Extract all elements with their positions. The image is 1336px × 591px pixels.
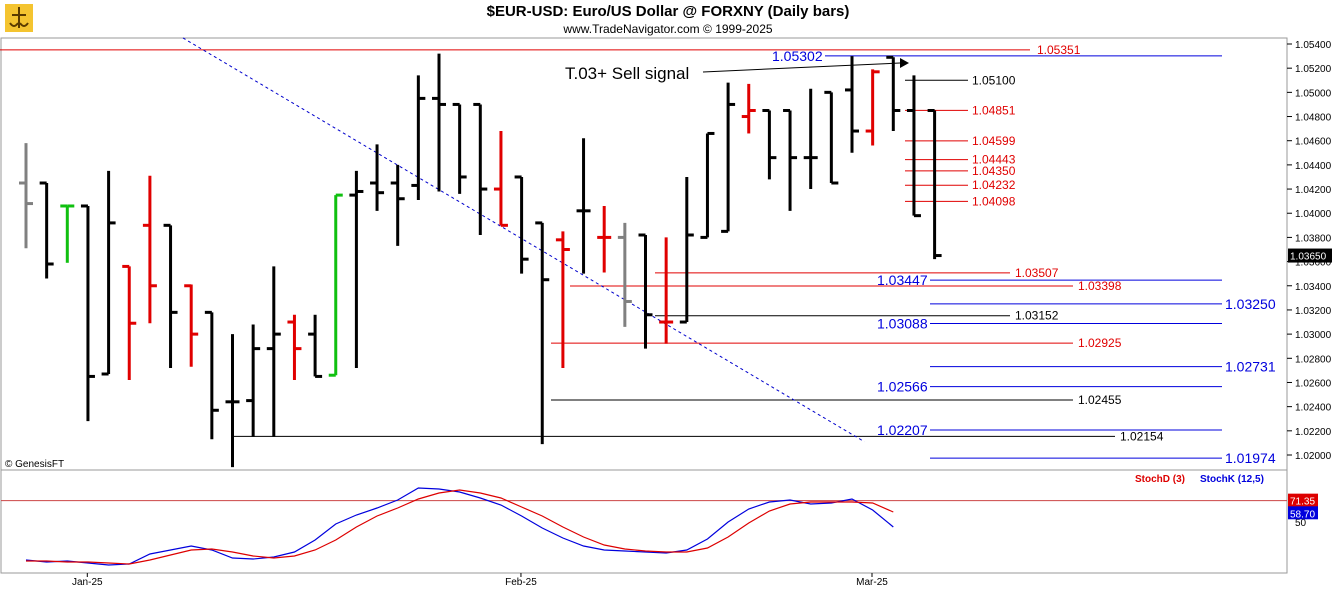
x-tick-label: Jan-25 [72,577,103,588]
stoch-panel-border [0,469,1288,574]
x-tick-label: Feb-25 [505,577,537,588]
genesis-logo-icon [4,3,34,33]
level-label: 1.02455 [1078,393,1122,407]
stoch-series-line [25,487,894,566]
chart-title: $EUR-USD: Euro/US Dollar @ FORXNY (Daily… [486,3,850,20]
watermark-text: © GenesisFT [5,459,64,470]
y-tick-label: 1.02400 [1295,403,1332,414]
level-label: 1.03447 [877,272,928,288]
y-tick-label: 1.05000 [1295,88,1332,99]
y-tick-label: 1.02600 [1295,378,1332,389]
ohlc-bars [19,53,942,468]
stochk-value-box [1288,506,1318,520]
y-tick-label: 1.04800 [1295,113,1332,124]
price-axis: 1.05400 1.05200 1.05000 1.04800 1.04600 1.044… [1287,40,1332,462]
level-label: 1.04098 [972,194,1016,208]
level-label: 1.04443 [972,153,1016,167]
y-tick-label: 1.05400 [1295,40,1332,51]
y-tick-label: 1.04000 [1295,209,1332,220]
level-label: 1.02925 [1078,336,1122,350]
level-label: 1.05100 [972,73,1016,87]
level-label: 1.04232 [972,178,1016,192]
date-axis: Jan-25 Feb-25 Mar-25 [72,573,888,588]
stochk-value: 58.70 [1290,509,1315,520]
level-label: 1.02154 [1120,429,1164,443]
y-tick-label: 1.02800 [1295,354,1332,365]
level-label: 1.03088 [877,315,928,331]
level-label: 1.03398 [1078,279,1122,293]
trendline [182,37,865,443]
annotation-layer: T.03+ Sell signal [565,58,909,83]
y-tick-label: 1.03200 [1295,306,1332,317]
sell-signal-arrowhead [900,58,909,68]
stoch-series-line [26,489,894,565]
y-tick-label: 1.05200 [1295,64,1332,75]
stochd-value-box [1288,493,1318,507]
level-label: 1.04851 [972,103,1016,117]
y-tick-label: 1.03400 [1295,282,1332,293]
level-label: 1.02207 [877,422,928,438]
level-label: 1.02566 [877,379,928,395]
y-tick-label: 1.03000 [1295,330,1332,341]
y-tick-label: 1.02000 [1295,451,1332,462]
chart-header: $EUR-USD: Euro/US Dollar @ FORXNY (Daily… [0,0,1336,38]
sell-signal-arrow [702,62,901,73]
level-label: 1.04599 [972,134,1016,148]
y-tick-label: 1.04600 [1295,137,1332,148]
level-label: 1.03152 [1015,309,1059,323]
last-price-label: 1.03650 [1290,252,1327,263]
level-label: 1.04350 [972,164,1016,178]
y-tick-label: 1.02200 [1295,427,1332,438]
level-label: 1.05351 [1037,43,1081,57]
level-label: 1.02731 [1225,359,1276,375]
y-tick-label: 1.03800 [1295,233,1332,244]
legend-stochd: StochD (3) [1135,474,1185,485]
y-tick-label: 1.04400 [1295,161,1332,172]
legend-stochk: StochK (12,5) [1200,474,1264,485]
x-tick-label: Mar-25 [856,577,888,588]
sell-signal-label: T.03+ Sell signal [565,64,689,83]
level-label: 1.03250 [1225,296,1276,312]
level-label: 1.01974 [1225,450,1276,466]
stochd-value: 71.35 [1290,497,1315,508]
level-label: 1.03507 [1015,266,1059,280]
stoch-tick-label: 50 [1295,518,1307,529]
y-tick-label: 1.03600 [1295,258,1332,269]
y-tick-label: 1.04200 [1295,185,1332,196]
chart-subtitle: www.TradeNavigator.com © 1999-2025 [563,22,773,36]
level-label: 1.05302 [772,48,823,64]
last-price-box [1288,248,1332,263]
trendline-layer [182,37,865,443]
support-resistance-levels: 1.05351 1.05302 1.05100 1.04851 1.04599 1.044… [0,43,1276,466]
